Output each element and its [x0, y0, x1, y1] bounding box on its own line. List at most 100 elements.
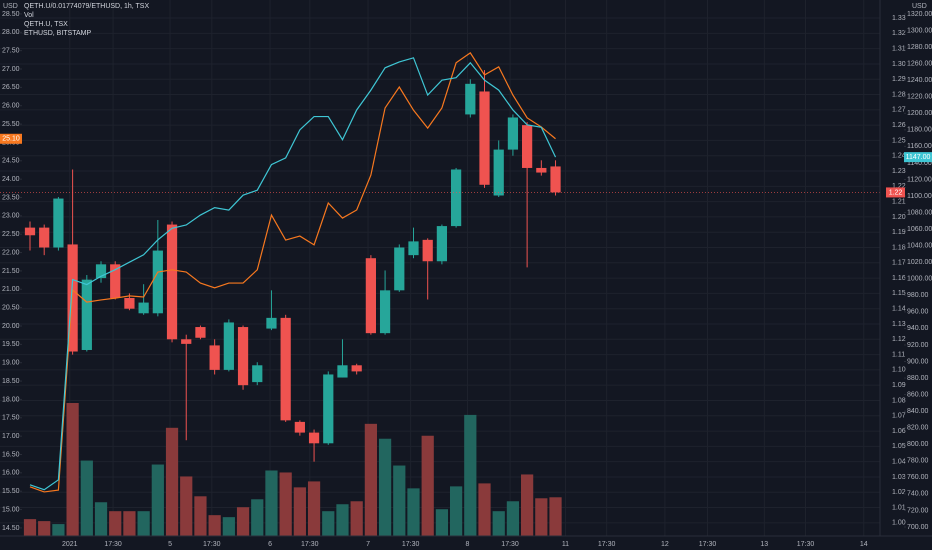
- x-tick-label: 12: [661, 541, 669, 548]
- candle-body: [181, 339, 192, 344]
- y3-tick-label: 1040.00: [907, 243, 932, 250]
- volume-bar: [265, 470, 278, 536]
- x-tick-label: 17:30: [402, 541, 420, 548]
- y2-tick-label: 25.50: [2, 121, 20, 128]
- candle-body: [479, 91, 490, 185]
- volume-bar: [521, 474, 534, 536]
- y-tick-label: 1.22: [892, 183, 906, 190]
- volume-bar: [236, 507, 250, 536]
- candle-body: [138, 302, 149, 314]
- y-tick-label: 1.25: [892, 137, 906, 144]
- series-line: [29, 57, 557, 491]
- y3-tick-label: 1200.00: [907, 110, 932, 117]
- candle-body: [379, 290, 391, 334]
- y-tick-label: 1.05: [892, 443, 906, 450]
- y3-tick-label: 1120.00: [907, 176, 932, 183]
- y2-tick-label: 19.50: [2, 341, 20, 348]
- candle-body: [223, 322, 234, 370]
- x-tick-label: 7: [366, 541, 370, 548]
- y-tick-label: 1.29: [892, 76, 906, 83]
- y2-tick-label: 19.00: [2, 360, 20, 367]
- candle-body: [522, 125, 533, 168]
- y3-tick-label: 980.00: [907, 292, 929, 299]
- candle-body: [195, 327, 206, 338]
- y2-tick-label: 21.00: [2, 286, 20, 293]
- x-tick-label: 17:30: [104, 541, 122, 548]
- volume-bar: [208, 515, 221, 536]
- volume-bar: [94, 502, 108, 536]
- last-price-label: 1.22: [889, 189, 903, 196]
- y3-tick-label: 1180.00: [907, 127, 932, 134]
- y2-tick-label: 17.50: [2, 415, 20, 422]
- y3-tick-label: 900.00: [907, 358, 929, 365]
- volume-bar: [165, 427, 179, 536]
- volume-bar: [137, 511, 150, 536]
- candle-body: [351, 365, 362, 372]
- candle-body: [53, 198, 64, 248]
- last-price-box: [886, 187, 905, 198]
- y-tick-label: 1.01: [892, 504, 906, 511]
- x-tick-label: 11: [562, 541, 569, 548]
- y3-tick-label: 1080.00: [907, 209, 932, 216]
- candle-body: [550, 166, 561, 193]
- y2-tick-label: 15.00: [2, 506, 20, 513]
- x-tick-label: 2021: [62, 541, 78, 548]
- candle-body: [536, 167, 547, 173]
- y3-tick-label: 800.00: [907, 441, 929, 448]
- y3-tick-label: 1140.00: [907, 160, 932, 167]
- y3-tick-label: 1260.00: [907, 60, 932, 67]
- y-tick-label: 1.04: [892, 459, 906, 466]
- candle-body: [465, 83, 476, 115]
- y2-tick-label: 18.00: [2, 396, 20, 403]
- last-value-label: 1147.00: [906, 154, 931, 161]
- volume-bar: [66, 402, 79, 536]
- candle-body: [308, 432, 320, 444]
- volume-bar: [549, 497, 562, 536]
- y3-tick-label: 760.00: [907, 474, 929, 481]
- candle-body: [337, 365, 348, 378]
- y-tick-label: 1.21: [892, 198, 906, 205]
- last-value-label: 25.10: [2, 136, 20, 143]
- y2-tick-label: 23.50: [2, 194, 20, 201]
- x-tick-label: 14: [860, 541, 868, 548]
- candle-body: [81, 279, 92, 350]
- y-tick-label: 1.08: [892, 397, 906, 404]
- volume-bar: [336, 504, 349, 536]
- volume-bar: [464, 414, 477, 536]
- y-tick-label: 1.19: [892, 229, 906, 236]
- x-tick-label: 17:30: [797, 541, 815, 548]
- y3-tick-label: 1160.00: [907, 143, 932, 150]
- y3-tick-label: 820.00: [907, 425, 929, 432]
- x-tick-label: 17:30: [699, 541, 717, 548]
- y3-tick-label: 720.00: [907, 507, 929, 514]
- y2-tick-label: 20.50: [2, 304, 20, 311]
- y2-tick-label: 18.50: [2, 378, 20, 385]
- legend-entry: ETHUSD, BITSTAMP: [24, 30, 91, 37]
- y2-tick-label: 21.50: [2, 268, 20, 275]
- axis-unit: USD: [912, 3, 927, 10]
- candle-body: [39, 227, 50, 248]
- y-tick-label: 1.07: [892, 413, 906, 420]
- volume-bar: [421, 435, 434, 536]
- y3-tick-label: 1240.00: [907, 77, 932, 84]
- volume-bar: [279, 472, 292, 536]
- y2-tick-label: 28.00: [2, 29, 20, 36]
- candle-body: [110, 264, 121, 298]
- y2-tick-label: 27.00: [2, 66, 20, 73]
- y2-tick-label: 17.00: [2, 433, 20, 440]
- y2-tick-label: 24.00: [2, 176, 20, 183]
- volume-bar: [364, 423, 377, 536]
- y-tick-label: 1.26: [892, 122, 906, 129]
- y-tick-label: 1.03: [892, 474, 906, 481]
- x-tick-label: 6: [268, 541, 272, 548]
- volume-bar: [109, 511, 122, 536]
- y-tick-label: 1.23: [892, 168, 906, 175]
- y3-tick-label: 1100.00: [907, 193, 932, 200]
- candle-body: [365, 258, 376, 334]
- y-tick-label: 1.10: [892, 367, 906, 374]
- y2-tick-label: 24.50: [2, 158, 20, 165]
- y3-tick-label: 1220.00: [907, 94, 932, 101]
- y-tick-label: 1.02: [892, 489, 906, 496]
